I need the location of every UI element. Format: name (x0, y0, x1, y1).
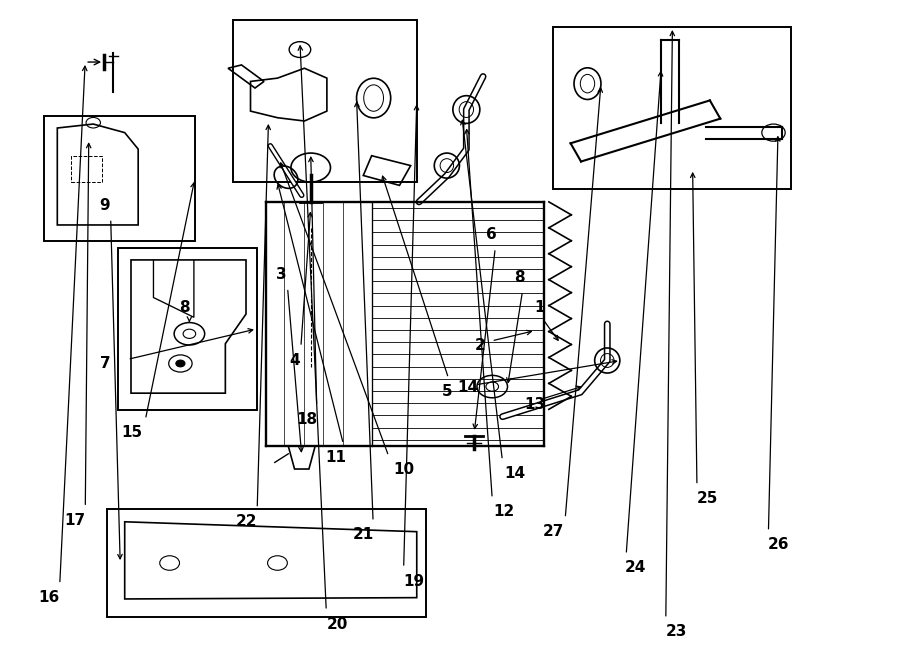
Text: 14: 14 (457, 380, 478, 395)
Bar (554, 27, 791, 188)
Text: 18: 18 (296, 412, 317, 427)
Text: 6: 6 (486, 227, 497, 243)
Text: 20: 20 (327, 617, 348, 631)
Text: 1: 1 (535, 300, 545, 315)
Text: 15: 15 (122, 425, 143, 440)
Bar (71, 156, 103, 182)
Text: 5: 5 (442, 383, 453, 399)
Bar (232, 20, 417, 182)
Text: 17: 17 (64, 513, 86, 528)
Text: 2: 2 (474, 338, 485, 352)
Circle shape (176, 360, 184, 367)
Bar (118, 248, 256, 410)
Bar (44, 116, 194, 241)
Text: 8: 8 (179, 300, 189, 315)
Text: 27: 27 (543, 524, 564, 539)
Text: 25: 25 (698, 491, 718, 506)
Text: 21: 21 (353, 527, 374, 543)
Text: 9: 9 (100, 198, 111, 213)
Text: 23: 23 (666, 625, 687, 639)
Text: 8: 8 (514, 270, 525, 286)
Text: 12: 12 (493, 504, 515, 520)
Text: 14: 14 (504, 466, 525, 481)
Text: 11: 11 (326, 449, 346, 465)
Text: 22: 22 (235, 514, 256, 529)
Bar (107, 508, 426, 617)
Text: 7: 7 (100, 356, 111, 371)
Text: 3: 3 (275, 267, 286, 282)
Text: 24: 24 (626, 561, 646, 576)
Text: 4: 4 (289, 353, 300, 368)
Text: 19: 19 (403, 574, 425, 589)
Text: 16: 16 (38, 590, 59, 605)
Text: 26: 26 (768, 537, 789, 553)
Text: 10: 10 (393, 461, 415, 477)
Text: 13: 13 (525, 397, 545, 412)
